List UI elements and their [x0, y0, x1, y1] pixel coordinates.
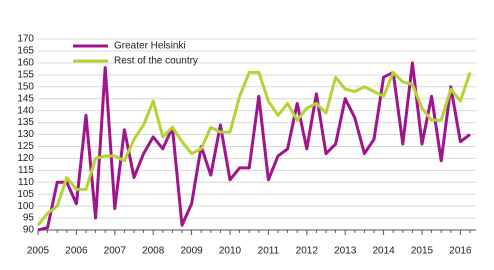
x-tick-label: 2008	[142, 246, 165, 257]
x-tick-label: 2016	[449, 246, 472, 257]
y-tick-label: 160	[17, 58, 34, 69]
y-tick-label: 100	[17, 201, 34, 212]
y-tick-label: 155	[17, 69, 34, 80]
y-tick-label: 135	[17, 117, 34, 128]
x-tick-label: 2015	[411, 246, 434, 257]
y-tick-label: 170	[17, 34, 34, 45]
x-tick-label: 2010	[219, 246, 242, 257]
y-tick-label: 115	[18, 165, 34, 176]
x-tick-label: 2014	[372, 246, 395, 257]
x-tick-label: 2005	[27, 246, 50, 257]
y-tick-label: 90	[23, 225, 35, 236]
legend-label: Greater Helsinki	[114, 41, 186, 52]
y-tick-label: 125	[17, 141, 34, 152]
y-tick-label: 150	[17, 81, 34, 92]
x-tick-label: 2011	[258, 246, 280, 257]
y-tick-label: 95	[23, 213, 35, 224]
line-series	[36, 70, 472, 227]
legend-label: Rest of the country	[114, 56, 198, 67]
x-tick-label: 2013	[334, 246, 357, 257]
y-tick-label: 120	[17, 153, 34, 164]
x-tick-label: 2009	[180, 246, 203, 257]
y-tick-label: 105	[17, 189, 34, 200]
line-series	[37, 61, 471, 232]
x-tick-label: 2006	[65, 246, 88, 257]
y-tick-label: 110	[18, 177, 34, 188]
y-tick-label: 145	[17, 93, 34, 104]
y-tick-label: 140	[17, 105, 34, 116]
x-tick-label: 2007	[104, 246, 127, 257]
y-tick-label: 130	[17, 129, 34, 140]
y-tick-label: 165	[17, 46, 34, 57]
x-tick-label: 2012	[296, 246, 319, 257]
